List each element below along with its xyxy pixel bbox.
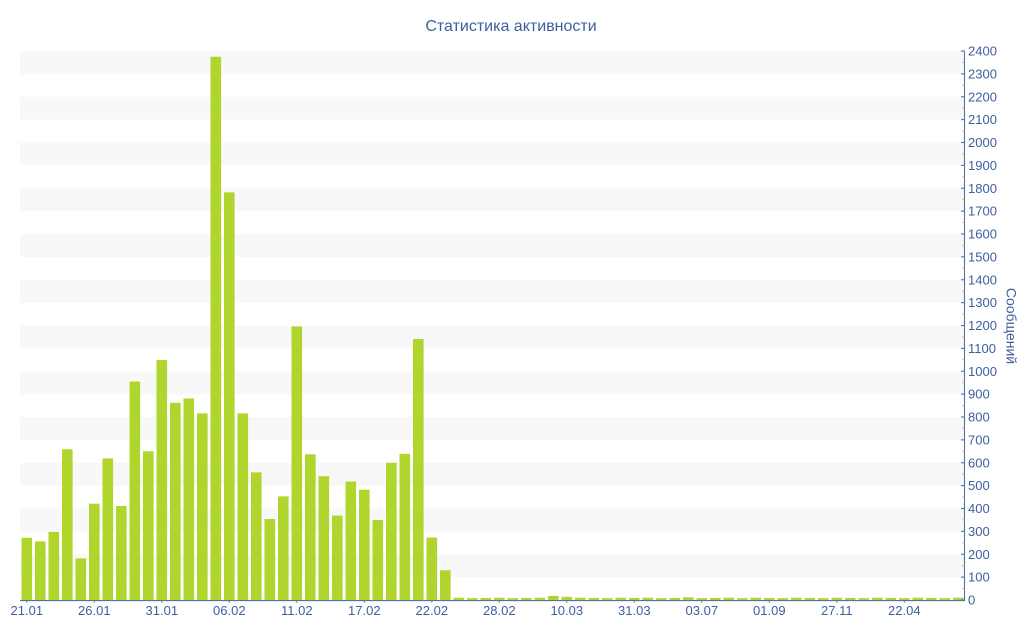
svg-text:700: 700	[968, 432, 990, 447]
svg-text:27.11: 27.11	[821, 603, 853, 618]
svg-text:21.01: 21.01	[11, 603, 44, 618]
svg-text:2100: 2100	[968, 112, 997, 127]
svg-text:100: 100	[968, 570, 990, 585]
svg-text:2200: 2200	[968, 89, 997, 104]
svg-text:01.09: 01.09	[753, 603, 786, 618]
svg-text:03.07: 03.07	[686, 603, 719, 618]
svg-text:900: 900	[968, 387, 990, 402]
svg-text:1500: 1500	[968, 249, 997, 264]
svg-text:500: 500	[968, 478, 990, 493]
svg-text:10.03: 10.03	[551, 603, 584, 618]
svg-text:31.03: 31.03	[618, 603, 651, 618]
svg-text:11.02: 11.02	[281, 603, 313, 618]
svg-text:26.01: 26.01	[78, 603, 111, 618]
svg-text:2400: 2400	[968, 44, 997, 59]
svg-text:28.02: 28.02	[483, 603, 516, 618]
svg-text:400: 400	[968, 501, 990, 516]
svg-text:1300: 1300	[968, 295, 997, 310]
svg-text:800: 800	[968, 410, 990, 425]
svg-text:22.04: 22.04	[888, 603, 921, 618]
svg-text:2000: 2000	[968, 135, 997, 150]
svg-text:Сообщений: Сообщений	[1004, 288, 1020, 364]
svg-text:17.02: 17.02	[348, 603, 381, 618]
svg-text:1100: 1100	[968, 341, 996, 356]
svg-text:06.02: 06.02	[213, 603, 246, 618]
svg-text:200: 200	[968, 547, 990, 562]
svg-text:1600: 1600	[968, 227, 997, 242]
svg-text:1200: 1200	[968, 318, 997, 333]
svg-text:600: 600	[968, 455, 990, 470]
svg-text:1000: 1000	[968, 364, 997, 379]
svg-text:1800: 1800	[968, 181, 997, 196]
svg-text:1900: 1900	[968, 158, 997, 173]
svg-text:31.01: 31.01	[146, 603, 179, 618]
svg-text:Статистика активности: Статистика активности	[425, 18, 596, 35]
svg-text:1400: 1400	[968, 272, 997, 287]
svg-text:1700: 1700	[968, 204, 997, 219]
svg-text:22.02: 22.02	[416, 603, 449, 618]
svg-text:2300: 2300	[968, 66, 997, 81]
svg-text:300: 300	[968, 524, 990, 539]
svg-text:0: 0	[968, 593, 975, 608]
